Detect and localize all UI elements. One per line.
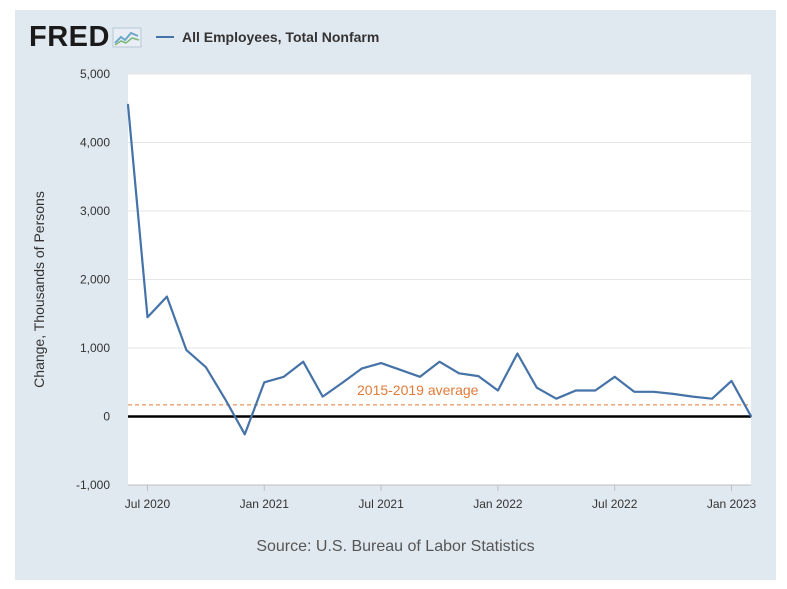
x-tick-label: Jan 2023: [707, 497, 757, 511]
line-chart: -1,000 0 1,000 2,000 3,000 4,000 5,000 Jul 2020…: [31, 67, 757, 511]
y-tick-label: 4,000: [80, 136, 110, 150]
y-tick-label: 2,000: [80, 273, 110, 287]
y-axis-label: Change, Thousands of Persons: [31, 191, 47, 388]
chart-frame: FRED All Employees, Total Nonfarm -1,000…: [15, 10, 776, 580]
legend-series-swatch: [155, 36, 174, 38]
y-tick-label: -1,000: [76, 478, 110, 492]
x-tick-label: Jan 2021: [240, 497, 290, 511]
y-tick-label: 0: [103, 410, 110, 424]
x-tick-label: Jul 2022: [592, 497, 638, 511]
x-tick-label: Jan 2022: [473, 497, 523, 511]
legend[interactable]: All Employees, Total Nonfarm: [155, 29, 380, 45]
series-line: [126, 103, 753, 436]
chart-header: FRED All Employees, Total Nonfarm: [29, 20, 380, 53]
y-tick-label: 5,000: [80, 67, 110, 81]
fred-logo[interactable]: FRED: [29, 20, 110, 53]
y-tick-label: 3,000: [80, 204, 110, 218]
fred-line-chart-icon: [112, 27, 142, 48]
source-note: Source: U.S. Bureau of Labor Statistics: [256, 538, 535, 555]
reference-line-label: 2015-2019 average: [357, 382, 479, 398]
legend-series-label: All Employees, Total Nonfarm: [181, 29, 380, 45]
x-tick-label: Jul 2021: [358, 497, 404, 511]
y-tick-label: 1,000: [80, 341, 110, 355]
x-tick-label: Jul 2020: [125, 497, 171, 511]
